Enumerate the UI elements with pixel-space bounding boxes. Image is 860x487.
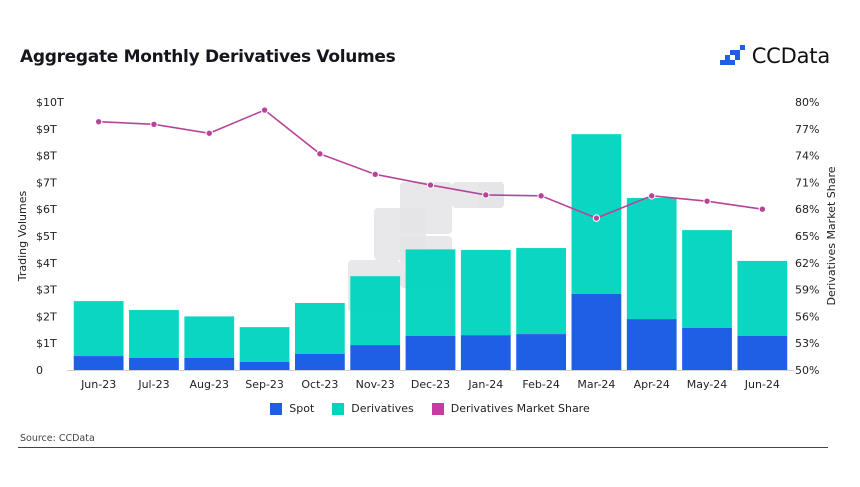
bar-derivatives <box>239 327 290 362</box>
y-tick-label: $7T <box>36 176 57 189</box>
y-tick-label: $5T <box>36 230 57 243</box>
market-share-point <box>648 192 656 200</box>
y-tick-label: $2T <box>36 310 57 323</box>
legend-label: Derivatives Market Share <box>450 402 590 415</box>
market-share-line <box>94 106 767 222</box>
brand-name: CCData <box>751 44 830 68</box>
bar-spot <box>294 353 345 370</box>
x-tick-label: Oct-23 <box>301 378 338 391</box>
y2-tick-label: 68% <box>795 203 819 216</box>
y2-tick-label: 80% <box>795 96 819 109</box>
bar-derivatives <box>405 249 456 336</box>
market-share-point <box>426 181 435 189</box>
x-tick-label: Jul-23 <box>137 378 169 391</box>
bar-spot <box>184 357 235 370</box>
x-axis: Jun-23 Jul-23 Aug-23 Sep-23 Oct-23 Nov-23 Dec-… <box>80 378 780 391</box>
x-tick-label: May-24 <box>687 378 728 391</box>
y-tick-label: $8T <box>36 150 57 163</box>
bar-derivatives <box>516 248 567 335</box>
bar-spot <box>405 335 456 370</box>
y2-tick-label: 74% <box>795 150 819 163</box>
y2-tick-label: 50% <box>795 364 819 377</box>
legend-swatch-market-share <box>431 402 444 415</box>
market-share-point <box>94 117 103 126</box>
y-axis-right: 50% 53% 56% 59% 62% 65% 68% 71% 74% 77% 80% <box>795 96 819 377</box>
market-share-point <box>260 106 269 114</box>
legend-item-derivatives[interactable]: Derivatives <box>332 402 414 415</box>
legend-item-market-share[interactable]: Derivatives Market Share <box>431 402 590 415</box>
legend: Spot Derivatives Derivatives Market Shar… <box>0 402 860 415</box>
source-note: Source: CCData <box>20 433 95 444</box>
market-share-point <box>316 150 324 158</box>
bar-derivatives <box>626 197 677 320</box>
bar-spot <box>516 334 567 370</box>
y2-tick-label: 71% <box>795 176 819 189</box>
y2-tick-label: 59% <box>795 284 819 297</box>
bar-spot <box>682 327 732 370</box>
market-share-point <box>482 191 490 199</box>
market-share-point <box>150 120 158 129</box>
y2-tick-label: 77% <box>795 123 819 136</box>
bar-derivatives <box>73 301 124 357</box>
x-tick-label: Aug-23 <box>190 378 229 391</box>
market-share-point <box>592 214 601 222</box>
y-tick-label: $10T <box>36 96 64 109</box>
market-share-point <box>205 129 213 137</box>
x-tick-label: Jun-23 <box>80 378 116 391</box>
x-tick-label: Jan-24 <box>467 378 503 391</box>
x-tick-label: Nov-23 <box>356 378 395 391</box>
bar-group <box>73 134 788 370</box>
y-tick-label: $4T <box>36 257 57 270</box>
bar-spot <box>460 335 511 370</box>
footer-divider <box>18 447 828 448</box>
x-tick-label: Dec-23 <box>411 378 450 391</box>
y2-tick-label: 62% <box>795 257 819 270</box>
y-tick-label: $1T <box>36 337 57 350</box>
bar-derivatives <box>184 316 235 358</box>
y2-tick-label: 53% <box>795 337 819 350</box>
y2-tick-label: 65% <box>795 230 819 243</box>
y-tick-label: 0 <box>36 364 43 377</box>
bar-spot <box>129 357 179 370</box>
bar-derivatives <box>571 134 622 294</box>
ccdata-logo-icon <box>719 45 745 65</box>
bar-derivatives <box>294 303 345 354</box>
bar-spot <box>571 293 622 370</box>
y-tick-label: $3T <box>36 284 57 297</box>
y2-axis-title: Derivatives Market Share <box>825 166 838 305</box>
market-share-point <box>371 170 379 179</box>
legend-swatch-derivatives <box>332 402 345 415</box>
bar-spot <box>239 361 290 370</box>
bar-derivatives <box>682 230 732 328</box>
bar-spot <box>737 335 788 370</box>
bar-spot <box>73 356 124 370</box>
bar-derivatives <box>129 309 179 358</box>
x-tick-label: Sep-23 <box>245 378 284 391</box>
y-axis-left: 0 $1T $2T $3T $4T $5T $6T $7T $8T $9T $10T <box>36 96 64 377</box>
legend-label: Spot <box>289 402 315 415</box>
y-tick-label: $9T <box>36 123 57 136</box>
chart-title: Aggregate Monthly Derivatives Volumes <box>20 47 396 67</box>
market-share-point <box>537 192 545 200</box>
bar-spot <box>350 345 401 370</box>
x-tick-label: Feb-24 <box>522 378 559 391</box>
x-tick-label: Apr-24 <box>634 378 670 391</box>
y-tick-label: $6T <box>36 203 57 216</box>
x-tick-label: Jun-24 <box>744 378 780 391</box>
bar-derivatives <box>460 249 511 336</box>
watermark-square <box>400 182 452 234</box>
chart-area: 0$1T$2T$3T$4T$5T$6T$7T$8T$9T$10T 50%53%5… <box>16 96 838 391</box>
bar-derivatives <box>737 260 788 336</box>
x-tick-label: Mar-24 <box>577 378 615 391</box>
legend-label: Derivatives <box>351 402 414 415</box>
legend-swatch-spot <box>270 402 283 415</box>
legend-item-spot[interactable]: Spot <box>270 402 314 415</box>
market-share-point <box>758 205 767 213</box>
market-share-point <box>703 197 711 205</box>
bar-spot <box>626 319 677 370</box>
y2-tick-label: 56% <box>795 310 819 323</box>
brand-logo: CCData <box>719 44 830 68</box>
y-axis-title: Trading Volumes <box>16 190 29 282</box>
bar-derivatives <box>350 276 401 346</box>
